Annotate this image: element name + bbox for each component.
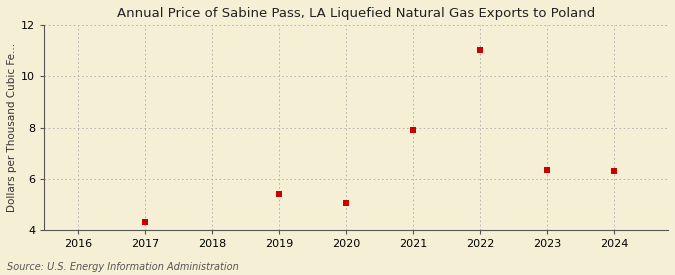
- Y-axis label: Dollars per Thousand Cubic Fe...: Dollars per Thousand Cubic Fe...: [7, 43, 17, 212]
- Text: Source: U.S. Energy Information Administration: Source: U.S. Energy Information Administ…: [7, 262, 238, 272]
- Point: [475, 47, 485, 52]
- Point: [140, 220, 151, 224]
- Point: [341, 201, 352, 205]
- Point: [408, 128, 418, 132]
- Title: Annual Price of Sabine Pass, LA Liquefied Natural Gas Exports to Poland: Annual Price of Sabine Pass, LA Liquefie…: [117, 7, 595, 20]
- Point: [273, 192, 284, 196]
- Point: [542, 167, 553, 172]
- Point: [609, 169, 620, 173]
